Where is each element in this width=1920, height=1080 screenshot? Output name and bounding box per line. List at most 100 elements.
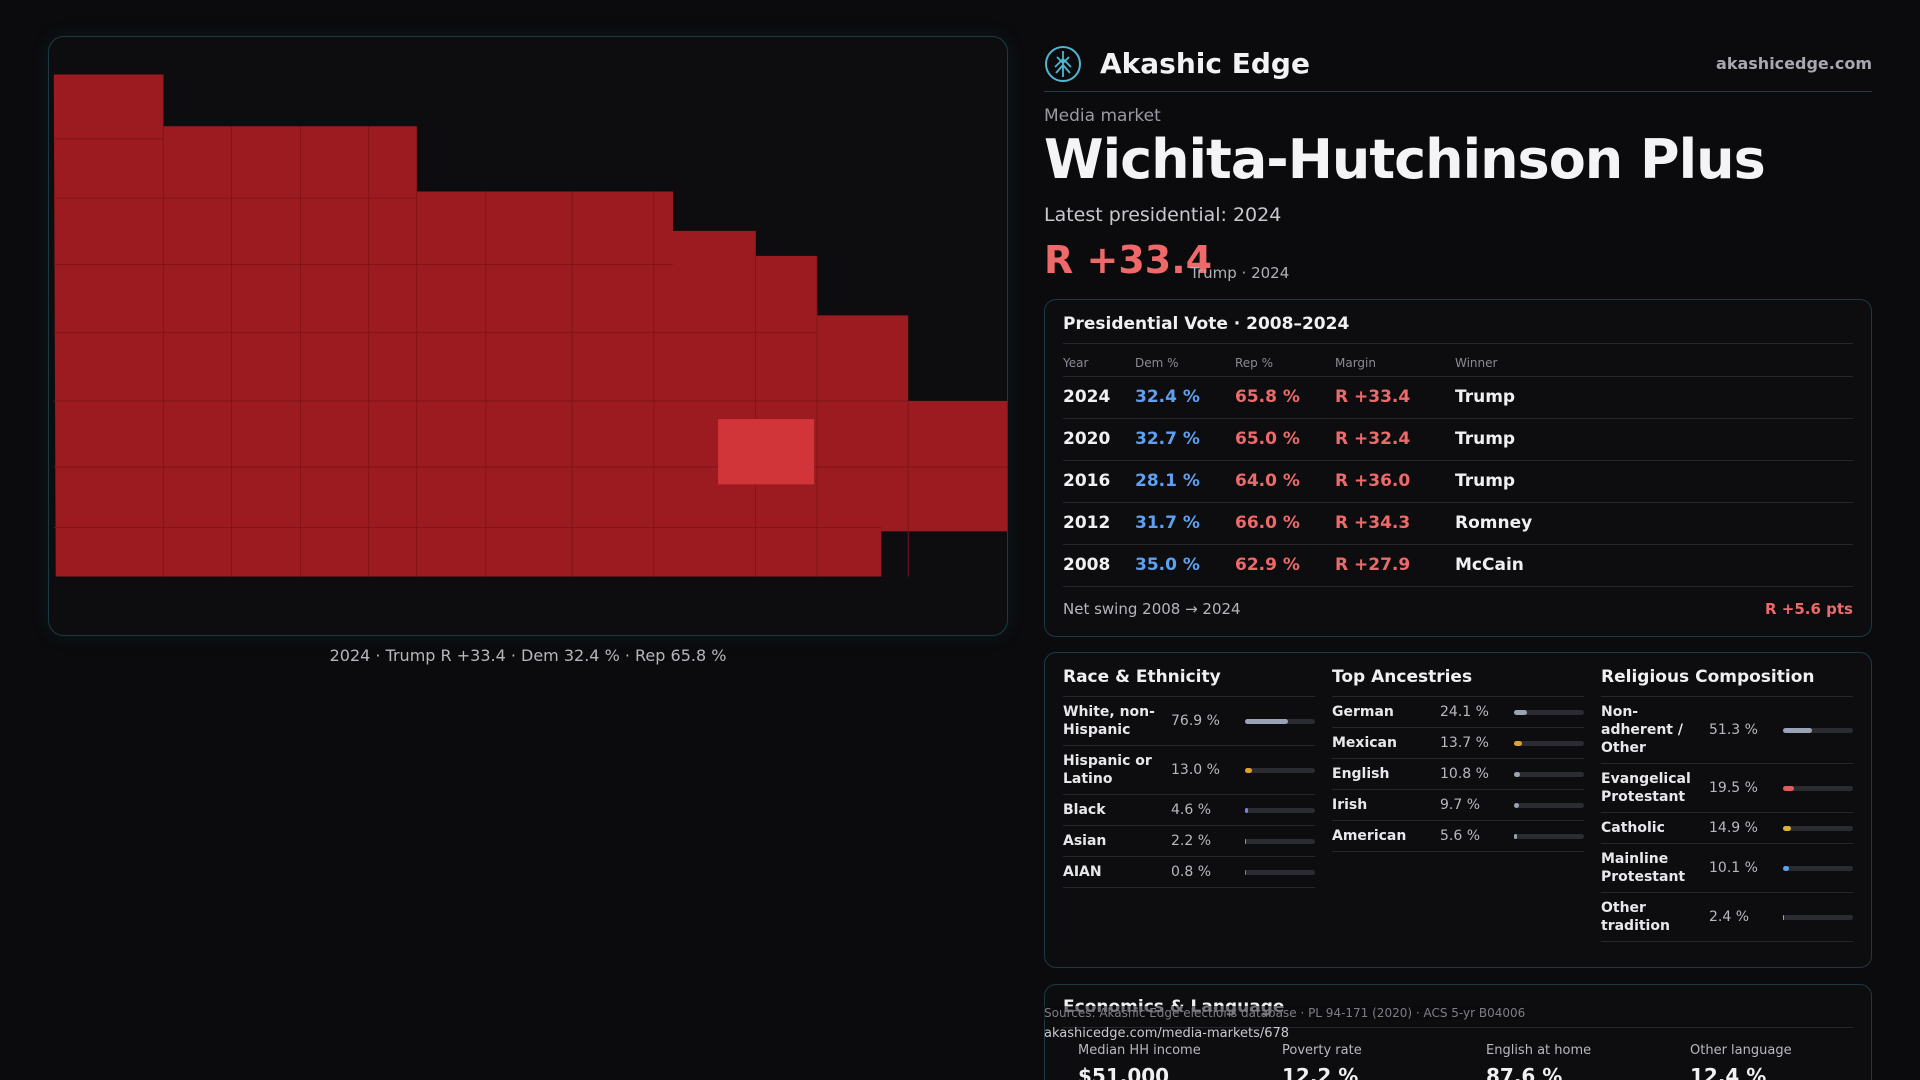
list-item: Catholic 14.9 %: [1601, 813, 1853, 844]
list-item: Black 4.6 %: [1063, 795, 1315, 826]
stat-median-income: Median HH income $51,000: [1078, 1043, 1268, 1080]
highlighted-county[interactable]: [718, 419, 815, 485]
net-swing-label: Net swing 2008 → 2024: [1063, 600, 1241, 618]
row-label: Irish: [1332, 797, 1368, 813]
share-bar-fill: [1783, 785, 1794, 791]
row-value: 0.8 %: [1171, 864, 1212, 880]
section-title: Top Ancestries: [1332, 667, 1584, 697]
list-item: German 24.1 %: [1332, 697, 1584, 728]
source-url-link[interactable]: akashicedge.com/media-markets/678: [1044, 1026, 1290, 1041]
margin-cell: R +34.3: [1335, 502, 1455, 545]
share-bar: [1783, 865, 1853, 871]
col-header-margin: Margin: [1335, 350, 1455, 377]
stat-label: Poverty rate: [1282, 1043, 1362, 1058]
row-value: 13.0 %: [1171, 762, 1220, 778]
share-bar: [1514, 802, 1584, 808]
religion-rows: Non-adherent / Other 51.3 % Evangelical Pr…: [1601, 697, 1853, 942]
county-group: [53, 74, 1007, 577]
share-bar: [1783, 785, 1853, 791]
share-bar: [1245, 807, 1315, 813]
share-bar-fill: [1245, 838, 1247, 844]
share-bar-fill: [1245, 767, 1253, 773]
year-cell: 2008: [1063, 544, 1135, 587]
share-bar: [1783, 727, 1853, 733]
brand-name[interactable]: Akashic Edge: [1100, 47, 1310, 80]
top-ancestries-section: Top Ancestries German 24.1 % Mexican 13.7 %…: [1332, 667, 1584, 852]
section-title: Race & Ethnicity: [1063, 667, 1315, 697]
stat-poverty-rate: Poverty rate 12.2 %: [1282, 1043, 1472, 1080]
share-bar-fill: [1514, 740, 1522, 746]
table-header-row: Year Dem % Rep % Margin Winner: [1063, 350, 1853, 377]
section-title: Religious Composition: [1601, 667, 1853, 697]
share-bar-fill: [1245, 807, 1248, 813]
race-rows: White, non-Hispanic 76.9 % Hispanic or Lat…: [1063, 697, 1315, 888]
share-bar: [1514, 771, 1584, 777]
list-item: Other tradition 2.4 %: [1601, 893, 1853, 942]
media-market-map: [48, 36, 1008, 636]
list-item: Mexican 13.7 %: [1332, 728, 1584, 759]
margin-cell: R +33.4: [1335, 376, 1455, 419]
share-bar: [1783, 825, 1853, 831]
share-bar-fill: [1783, 914, 1785, 920]
share-bar-fill: [1245, 718, 1289, 724]
row-label: Hispanic or Latino: [1063, 753, 1152, 787]
col-header-rep: Rep %: [1235, 350, 1335, 377]
sources-note: Sources: Akashic Edge elections database…: [1044, 1006, 1526, 1020]
table-row: 2016 28.1 % 64.0 % R +36.0 Trump: [1063, 460, 1853, 503]
row-value: 5.6 %: [1440, 828, 1481, 844]
stat-value: $51,000: [1078, 1064, 1170, 1080]
list-item: AIAN 0.8 %: [1063, 857, 1315, 888]
share-bar-fill: [1514, 771, 1521, 777]
share-bar-fill: [1514, 709, 1528, 715]
row-value: 14.9 %: [1709, 820, 1758, 836]
margin-cell: R +27.9: [1335, 544, 1455, 587]
margin-cell: R +36.0: [1335, 460, 1455, 503]
list-item: White, non-Hispanic 76.9 %: [1063, 697, 1315, 746]
latest-margin-subtitle: Trump · 2024: [1190, 264, 1290, 282]
presidential-vote-table: Year Dem % Rep % Margin Winner 2024 32.4…: [1063, 350, 1853, 587]
margin-cell: R +32.4: [1335, 418, 1455, 461]
winner-cell: Romney: [1455, 502, 1853, 545]
share-bar: [1245, 838, 1315, 844]
col-header-year: Year: [1063, 350, 1135, 377]
row-label: Mainline Protestant: [1601, 851, 1686, 885]
page-kicker: Media market: [1044, 106, 1161, 126]
net-swing-row: Net swing 2008 → 2024 R +5.6 pts: [1063, 600, 1853, 618]
divider: [1063, 1027, 1853, 1028]
row-value: 13.7 %: [1440, 735, 1489, 751]
stat-english-at-home: English at home 87.6 %: [1486, 1043, 1676, 1080]
year-cell: 2012: [1063, 502, 1135, 545]
col-header-winner: Winner: [1455, 350, 1853, 377]
tree-of-life-icon[interactable]: [1044, 45, 1082, 83]
stat-label: Median HH income: [1078, 1043, 1201, 1058]
list-item: Irish 9.7 %: [1332, 790, 1584, 821]
dem-cell: 35.0 %: [1135, 544, 1235, 587]
table-row: 2024 32.4 % 65.8 % R +33.4 Trump: [1063, 376, 1853, 419]
latest-margin: R +33.4: [1044, 238, 1213, 282]
site-link[interactable]: akashicedge.com: [1716, 54, 1872, 73]
stat-label: English at home: [1486, 1043, 1592, 1058]
share-bar-fill: [1783, 727, 1812, 733]
row-label: Other tradition: [1601, 900, 1670, 934]
row-value: 76.9 %: [1171, 713, 1220, 729]
year-cell: 2016: [1063, 460, 1135, 503]
row-label: Non-adherent / Other: [1601, 704, 1683, 756]
row-label: Mexican: [1332, 735, 1397, 751]
table-row: 2008 35.0 % 62.9 % R +27.9 McCain: [1063, 544, 1853, 587]
row-value: 10.8 %: [1440, 766, 1489, 782]
share-bar-fill: [1514, 802, 1520, 808]
site-header: Akashic Edge akashicedge.com: [1044, 36, 1872, 92]
list-item: Hispanic or Latino 13.0 %: [1063, 746, 1315, 795]
year-cell: 2024: [1063, 376, 1135, 419]
dem-cell: 31.7 %: [1135, 502, 1235, 545]
winner-cell: Trump: [1455, 460, 1853, 503]
religious-composition-section: Religious Composition Non-adherent / Oth…: [1601, 667, 1853, 942]
demographics-card: Race & Ethnicity White, non-Hispanic 76.9…: [1044, 652, 1872, 968]
row-label: American: [1332, 828, 1407, 844]
share-bar: [1514, 833, 1584, 839]
share-bar-fill: [1783, 865, 1789, 871]
list-item: Non-adherent / Other 51.3 %: [1601, 697, 1853, 764]
rep-cell: 64.0 %: [1235, 460, 1335, 503]
row-label: Catholic: [1601, 820, 1665, 836]
row-label: German: [1332, 704, 1394, 720]
